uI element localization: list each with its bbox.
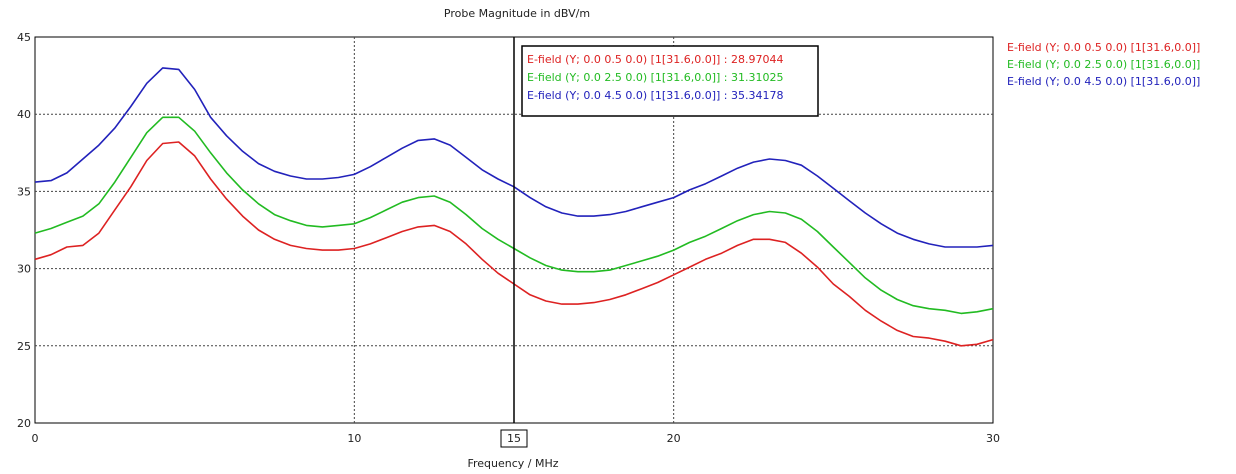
cursor-tooltip-box (521, 45, 819, 117)
x-tick-label: 10 (347, 432, 361, 445)
y-tick-label: 40 (17, 108, 31, 121)
x-tick-label: 0 (32, 432, 39, 445)
x-axis-label: Frequency / MHz (467, 457, 558, 470)
cursor-label-box (500, 429, 528, 448)
y-tick-label: 30 (17, 263, 31, 276)
legend-entry: E-field (Y; 0.0 4.5 0.0) [1[31.6,0.0]] (1007, 75, 1200, 88)
cursor-tooltip-entry: E-field (Y; 0.0 2.5 0.0) [1[31.6,0.0]] :… (527, 71, 783, 84)
legend-entry: E-field (Y; 0.0 2.5 0.0) [1[31.6,0.0]] (1007, 58, 1200, 71)
cursor-tooltip-entry: E-field (Y; 0.0 4.5 0.0) [1[31.6,0.0]] :… (527, 89, 783, 102)
cursor-tooltip-entry: E-field (Y; 0.0 0.5 0.0) [1[31.6,0.0]] :… (527, 53, 783, 66)
cursor-label: 15 (507, 432, 521, 445)
x-tick-label: 20 (667, 432, 681, 445)
y-tick-label: 35 (17, 185, 31, 198)
legend-entry: E-field (Y; 0.0 0.5 0.0) [1[31.6,0.0]] (1007, 41, 1200, 54)
x-tick-label: 30 (986, 432, 1000, 445)
y-tick-label: 45 (17, 31, 31, 44)
chart-title: Probe Magnitude in dBV/m (444, 7, 590, 20)
y-tick-label: 25 (17, 340, 31, 353)
plot-area: 20 25 30 35 40 45 0 10 20 30 15 E-field (Y; 0.0 0.5… (17, 31, 1200, 448)
y-tick-label: 20 (17, 417, 31, 430)
